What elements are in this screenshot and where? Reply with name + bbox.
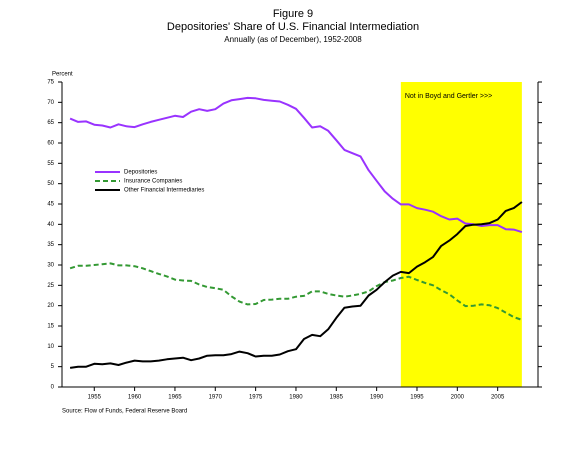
y-tick-label: 20: [47, 303, 54, 309]
source: Source: Flow of Funds, Federal Reserve B…: [62, 409, 187, 415]
x-tick-label: 1955: [88, 395, 102, 401]
y-tick-label: 65: [47, 120, 54, 126]
y-tick-label: 50: [47, 181, 54, 187]
y-tick-label: 35: [47, 242, 54, 248]
x-tick-label: 2000: [451, 395, 465, 401]
y-tick-label: 45: [47, 202, 54, 208]
y-tick-label: 0: [51, 385, 55, 391]
series-line: [69, 96, 523, 234]
y-tick-label: 55: [47, 161, 54, 167]
series-line: [69, 201, 523, 369]
chart-subtitle: Depositories' Share of U.S. Financial In…: [167, 21, 419, 33]
x-tick-label: 1970: [209, 395, 223, 401]
y-tick-label: 75: [47, 80, 54, 86]
chart-title: Figure 9: [273, 8, 313, 20]
legend-label: Other Financial Intermediaries: [124, 188, 204, 194]
x-tick-label: 1960: [128, 395, 142, 401]
legend-label: Depositories: [124, 170, 157, 176]
shade-label: Not in Boyd and Gertler >>>: [405, 93, 492, 100]
y-tick-label: 40: [47, 222, 54, 228]
y-tick-label: 10: [47, 344, 54, 350]
shaded-region: [400, 82, 522, 387]
y-tick-label: 5: [51, 364, 55, 370]
x-tick-label: 1990: [370, 395, 384, 401]
y-tick-label: 30: [47, 263, 54, 269]
y-tick-label: 60: [47, 141, 54, 147]
chart-note: Annually (as of December), 1952-2008: [224, 35, 362, 44]
x-tick-label: 1985: [330, 395, 344, 401]
legend-label: Insurance Companies: [124, 179, 182, 185]
x-tick-label: 1995: [410, 395, 424, 401]
series-line: [69, 262, 523, 321]
y-tick-label: 25: [47, 283, 54, 289]
y-tick-label: 15: [47, 324, 54, 330]
x-tick-label: 1980: [289, 395, 303, 401]
y-axis-label: Percent: [52, 72, 73, 78]
x-tick-label: 1975: [249, 395, 263, 401]
x-tick-label: 2005: [491, 395, 505, 401]
y-tick-label: 70: [47, 100, 54, 106]
x-tick-label: 1965: [168, 395, 182, 401]
